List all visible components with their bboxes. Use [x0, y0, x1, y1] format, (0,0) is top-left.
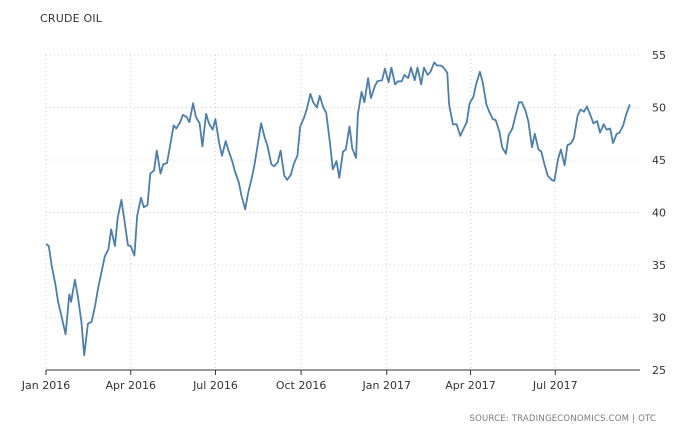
series [45, 61, 631, 357]
y-tick-label: 30 [652, 312, 666, 325]
x-tick-label: Jan 2017 [362, 379, 411, 392]
y-tick-label: 25 [652, 364, 666, 377]
x-tick-label: Apr 2017 [445, 379, 496, 392]
x-tick-label: Oct 2016 [276, 379, 327, 392]
y-axis: 25 30 35 40 45 50 55 [652, 49, 666, 377]
y-tick-label: 40 [652, 207, 666, 220]
chart-title: CRUDE OIL [40, 12, 103, 25]
y-tick-label: 50 [652, 102, 666, 115]
x-tick-label: Jan 2016 [21, 379, 70, 392]
x-tick-label: Jul 2017 [532, 379, 578, 392]
x-tick-label: Apr 2016 [105, 379, 156, 392]
y-tick-label: 45 [652, 154, 666, 167]
y-tick-label: 55 [652, 49, 666, 62]
grid [45, 54, 640, 370]
x-axis: Jan 2016 Apr 2016 Jul 2016 Oct 2016 Jan 2017… [21, 369, 640, 392]
y-tick-label: 35 [652, 259, 666, 272]
crude-oil-series-line [45, 61, 631, 357]
x-tick-label: Jul 2016 [192, 379, 238, 392]
source-label: SOURCE: TRADINGECONOMICS.COM | OTC [469, 414, 656, 424]
